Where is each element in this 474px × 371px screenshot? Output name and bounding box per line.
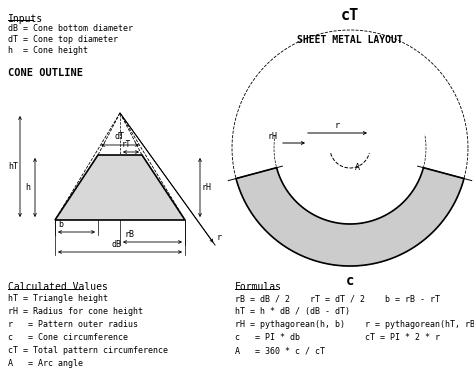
Text: hT: hT: [8, 162, 18, 171]
Text: rH: rH: [202, 183, 212, 192]
Text: rH = Radius for cone height: rH = Radius for cone height: [8, 307, 143, 316]
Text: A   = Arc angle: A = Arc angle: [8, 359, 83, 368]
Text: rH: rH: [268, 132, 278, 141]
Text: Formulas: Formulas: [235, 282, 282, 292]
Text: dB = Cone bottom diameter: dB = Cone bottom diameter: [8, 24, 133, 33]
Text: cT: cT: [341, 8, 359, 23]
Text: A   = 360 * c / cT: A = 360 * c / cT: [235, 346, 325, 355]
Text: c   = PI * db             cT = PI * 2 * r: c = PI * db cT = PI * 2 * r: [235, 333, 440, 342]
Text: rH = pythagorean(h, b)    r = pythagorean(hT, rB): rH = pythagorean(h, b) r = pythagorean(h…: [235, 320, 474, 329]
Text: hT = h * dB / (dB - dT): hT = h * dB / (dB - dT): [235, 307, 350, 316]
Text: rB: rB: [125, 230, 135, 239]
Text: dT: dT: [115, 132, 125, 141]
Text: cT = Total pattern circumference: cT = Total pattern circumference: [8, 346, 168, 355]
Text: Inputs: Inputs: [8, 14, 43, 24]
Text: rT: rT: [122, 140, 131, 149]
Text: dT = Cone top diameter: dT = Cone top diameter: [8, 35, 118, 44]
Text: rB = dB / 2    rT = dT / 2    b = rB - rT: rB = dB / 2 rT = dT / 2 b = rB - rT: [235, 294, 440, 303]
Text: SHEET METAL LAYOUT: SHEET METAL LAYOUT: [297, 35, 403, 45]
Text: r: r: [217, 233, 222, 242]
Polygon shape: [236, 168, 464, 266]
Text: c   = Cone circumference: c = Cone circumference: [8, 333, 128, 342]
Text: dB: dB: [112, 240, 122, 249]
Text: r   = Pattern outer radius: r = Pattern outer radius: [8, 320, 138, 329]
Text: b: b: [58, 220, 63, 229]
Text: Calculated Values: Calculated Values: [8, 282, 108, 292]
Text: r: r: [335, 121, 340, 130]
Text: h  = Cone height: h = Cone height: [8, 46, 88, 55]
Text: h: h: [25, 183, 30, 192]
Text: CONE OUTLINE: CONE OUTLINE: [8, 68, 83, 78]
Text: A: A: [355, 163, 360, 172]
Text: hT = Triangle height: hT = Triangle height: [8, 294, 108, 303]
Polygon shape: [55, 155, 185, 220]
Text: c: c: [346, 274, 354, 288]
